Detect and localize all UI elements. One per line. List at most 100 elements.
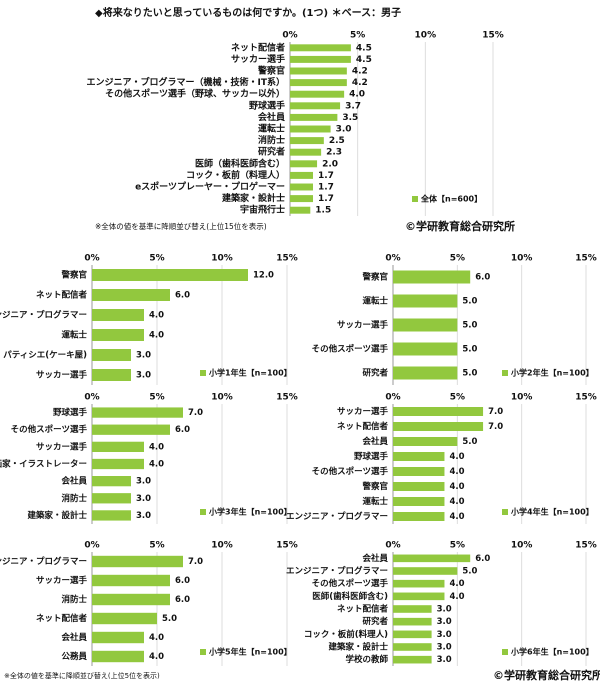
category-label: 建築家・設計士 <box>327 642 388 653</box>
value-label: 4.0 <box>149 331 164 341</box>
x-tick-label: 15% <box>482 31 504 41</box>
value-label: 5.0 <box>462 321 477 331</box>
value-label: 1.5 <box>315 206 331 216</box>
category-label: その他スポーツ選手 <box>312 578 389 589</box>
bar <box>393 497 445 506</box>
x-tick-label: 5% <box>450 393 465 403</box>
value-label: 6.0 <box>175 291 190 301</box>
value-label: 3.0 <box>136 511 151 521</box>
bar <box>290 102 341 110</box>
category-label: その他スポーツ選手 <box>312 344 389 355</box>
value-label: 2.3 <box>326 148 342 158</box>
bar <box>393 342 458 356</box>
legend-swatch <box>502 370 508 376</box>
x-tick-label: 10% <box>511 254 533 264</box>
category-label: 警察官 <box>61 270 87 281</box>
category-label: エンジニア・プログラマー <box>0 310 87 321</box>
bar <box>393 318 458 332</box>
category-label: 医師（歯科医師含む） <box>195 157 285 169</box>
x-tick-label: 15% <box>276 393 298 403</box>
category-label: 野球選手 <box>354 451 389 462</box>
bar <box>290 148 322 156</box>
value-label: 5.0 <box>162 614 177 624</box>
value-label: 7.0 <box>488 422 503 432</box>
value-label: 6.0 <box>475 554 490 564</box>
category-label: コック・板前(料理人) <box>304 629 388 640</box>
value-label: 1.7 <box>318 171 334 181</box>
bar <box>393 567 458 575</box>
bar <box>92 289 170 301</box>
x-tick-label: 5% <box>149 393 164 403</box>
bar <box>393 422 484 431</box>
x-tick-label: 10% <box>415 31 437 41</box>
x-tick-label: 10% <box>211 541 233 551</box>
category-label: 会社員 <box>60 476 87 487</box>
bar <box>92 574 170 587</box>
value-label: 4.2 <box>352 78 368 88</box>
bar <box>290 44 351 52</box>
category-label: 会社員 <box>60 632 87 643</box>
note: ※全体の値を基準に降順並び替え(上位15位を表示) <box>95 221 267 231</box>
x-tick-label: 10% <box>511 541 533 551</box>
legend-swatch <box>200 370 206 376</box>
category-label: 公務員 <box>61 651 87 662</box>
value-label: 12.0 <box>253 271 274 281</box>
x-tick-label: 15% <box>276 541 298 551</box>
x-tick-label: 0% <box>84 393 99 403</box>
value-label: 3.5 <box>342 113 358 123</box>
legend-swatch <box>200 509 206 515</box>
x-tick-label: 0% <box>84 254 99 264</box>
bar <box>393 482 445 491</box>
bar <box>290 183 314 191</box>
legend-label: 小学2年生【n=100】 <box>510 368 594 378</box>
bar <box>92 369 131 381</box>
x-tick-label: 5% <box>149 541 164 551</box>
value-label: 5.0 <box>462 345 477 355</box>
category-label: 会社員 <box>361 553 388 564</box>
category-label: eスポーツプレーヤー・プロゲーマー <box>135 181 285 193</box>
bar <box>393 407 484 416</box>
bar <box>92 424 170 435</box>
bar <box>92 476 131 487</box>
legend-label: 小学6年生【n=100】 <box>510 647 594 657</box>
bar <box>393 592 445 601</box>
x-tick-label: 5% <box>350 31 365 41</box>
bar <box>290 125 331 133</box>
bar <box>393 366 458 380</box>
bar <box>290 137 324 145</box>
value-label: 4.0 <box>449 579 464 589</box>
value-label: 4.0 <box>149 633 164 643</box>
legend-label: 小学3年生【n=100】 <box>208 507 292 517</box>
category-label: サッカー選手 <box>337 406 389 417</box>
category-label: 学校の教師 <box>345 654 388 665</box>
x-tick-label: 15% <box>575 393 597 403</box>
bar <box>290 79 347 87</box>
bar <box>92 441 144 452</box>
bar <box>393 512 445 521</box>
category-label: サッカー選手 <box>36 370 88 381</box>
category-label: 野球選手 <box>249 99 285 111</box>
category-label: サッカー選手 <box>36 441 88 452</box>
legend-label: 小学1年生【n=100】 <box>208 368 292 378</box>
value-label: 1.7 <box>318 194 334 204</box>
x-tick-label: 10% <box>511 393 533 403</box>
category-label: 消防士 <box>258 134 285 146</box>
bar <box>290 160 318 168</box>
bar <box>393 467 445 476</box>
value-label: 3.0 <box>437 630 452 640</box>
value-label: 5.0 <box>462 369 477 379</box>
value-label: 4.5 <box>356 43 372 53</box>
value-label: 3.0 <box>136 477 151 487</box>
bar <box>290 171 314 179</box>
category-label: 野球選手 <box>53 407 88 418</box>
x-tick-label: 5% <box>450 254 465 264</box>
category-label: 消防士 <box>61 594 87 605</box>
value-label: 7.0 <box>488 407 503 417</box>
value-label: 3.0 <box>136 371 151 381</box>
category-label: サッカー選手 <box>36 575 88 586</box>
bar <box>290 113 338 121</box>
category-label: 運転士 <box>61 330 87 341</box>
value-label: 4.0 <box>149 460 164 470</box>
category-label: 宇宙飛行士 <box>240 204 285 216</box>
